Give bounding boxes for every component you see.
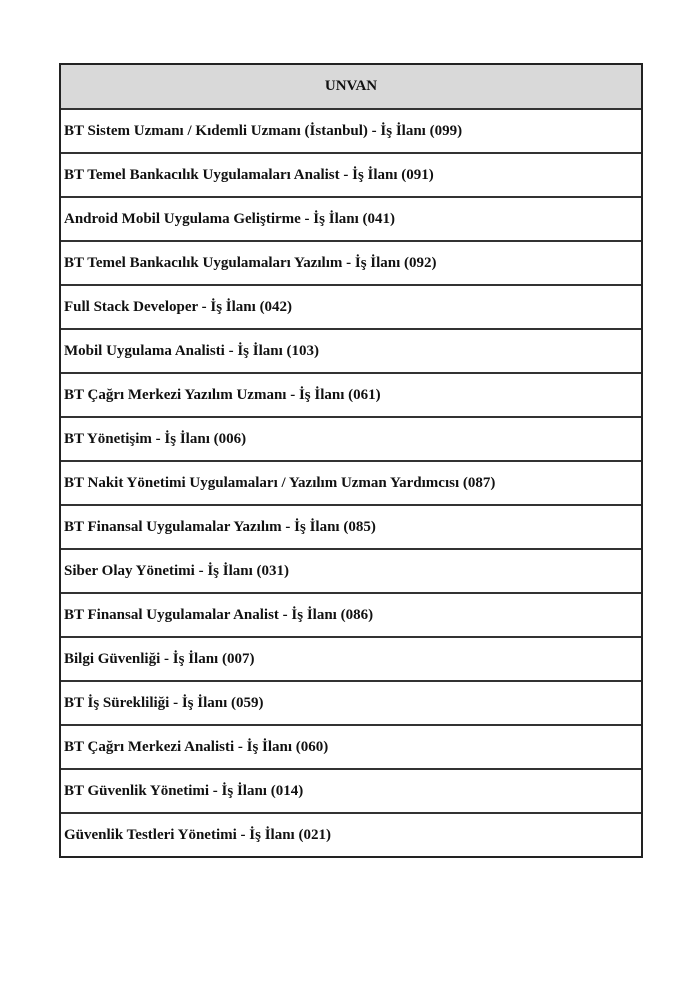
table-row: BT Finansal Uygulamalar Analist - İş İla…	[61, 594, 641, 638]
table-row: BT Çağrı Merkezi Yazılım Uzmanı - İş İla…	[61, 374, 641, 418]
table-row: BT Nakit Yönetimi Uygulamaları / Yazılım…	[61, 462, 641, 506]
table-row: BT Çağrı Merkezi Analisti - İş İlanı (06…	[61, 726, 641, 770]
table-row: Güvenlik Testleri Yönetimi - İş İlanı (0…	[64, 826, 331, 843]
table-row: BT İş Sürekliliği - İş İlanı (059)	[61, 682, 641, 726]
table-row: BT Temel Bankacılık Uygulamaları Yazılım…	[61, 242, 641, 286]
table-row: BT Temel Bankacılık Uygulamaları Analist…	[61, 154, 641, 198]
table-row: Siber Olay Yönetimi - İş İlanı (031)	[61, 550, 641, 594]
table-row: BT Sistem Uzmanı / Kıdemli Uzmanı (İstan…	[61, 110, 641, 154]
job-titles-table: UNVAN BT Sistem Uzmanı / Kıdemli Uzmanı …	[59, 63, 643, 858]
table-row: Bilgi Güvenliği - İş İlanı (007)	[61, 638, 641, 682]
table-row: Full Stack Developer - İş İlanı (042)	[61, 286, 641, 330]
table-row: BT Finansal Uygulamalar Yazılım - İş İla…	[61, 506, 641, 550]
table-row: Mobil Uygulama Analisti - İş İlanı (103)	[61, 330, 641, 374]
table-header: UNVAN	[61, 65, 641, 110]
table-row: BT Yönetişim - İş İlanı (006)	[61, 418, 641, 462]
table-row: Android Mobil Uygulama Geliştirme - İş İ…	[61, 198, 641, 242]
table-row: BT Güvenlik Yönetimi - İş İlanı (014)	[61, 770, 641, 814]
